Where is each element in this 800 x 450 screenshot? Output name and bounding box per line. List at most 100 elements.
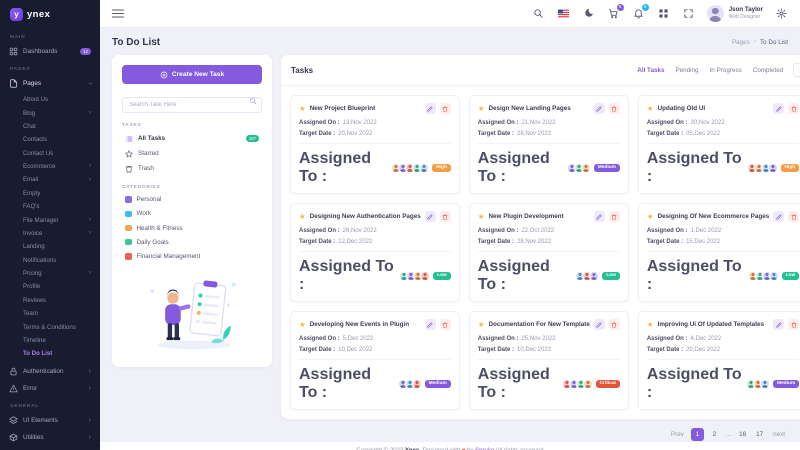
brand-logo[interactable]: y ynex: [0, 0, 100, 28]
star-icon[interactable]: ★: [477, 211, 485, 221]
delete-task-button[interactable]: [608, 211, 620, 222]
star-icon[interactable]: ★: [646, 103, 654, 113]
sidebar-subitem-timeline[interactable]: Timeline: [23, 336, 46, 344]
sidebar-subitem-profile[interactable]: Profile: [23, 283, 41, 291]
star-icon[interactable]: ★: [646, 211, 654, 221]
delete-task-button[interactable]: [608, 319, 620, 330]
apps-grid-button[interactable]: [657, 7, 671, 21]
sidebar-subitem-reviews[interactable]: Reviews: [23, 296, 47, 304]
user-menu[interactable]: Json Taylor Web Designer: [706, 5, 763, 22]
pagination-page-16[interactable]: 16: [739, 431, 747, 438]
sidebar-subitem-ecommerce[interactable]: Ecommerce ›: [23, 162, 91, 171]
spruko-link[interactable]: Spruko: [475, 448, 494, 450]
task-card: ★ New Project Blueprint Assigned On :13,…: [290, 95, 460, 194]
task-title: New Plugin Development: [488, 213, 564, 220]
sidebar-item-authentication[interactable]: Authentication ›: [0, 363, 100, 380]
task-search-input[interactable]: [122, 97, 262, 113]
sidebar-item-ui-elements[interactable]: UI Elements ›: [0, 412, 100, 429]
star-icon[interactable]: ★: [299, 211, 306, 221]
edit-task-button[interactable]: [424, 211, 436, 222]
delete-task-button[interactable]: [608, 103, 620, 114]
sidebar-subitem-invoice[interactable]: Invoice ›: [23, 229, 91, 237]
hamburger-menu-icon[interactable]: [112, 12, 124, 15]
sidebar-subitem-contacts[interactable]: Contacts: [23, 136, 48, 144]
edit-task-button[interactable]: [593, 103, 605, 114]
pagination-ellipsis[interactable]: ...: [725, 431, 732, 438]
delete-task-button[interactable]: [788, 319, 800, 330]
trash-icon: [791, 214, 797, 220]
filter-trash[interactable]: Trash: [122, 161, 262, 176]
settings-button[interactable]: [774, 7, 788, 21]
category-personal[interactable]: Personal: [122, 193, 262, 207]
star-icon[interactable]: ★: [477, 319, 485, 329]
sidebar-subitem-contact-us[interactable]: Contact Us: [23, 149, 54, 157]
tab-in-progress[interactable]: In Progress: [709, 66, 742, 74]
chevron-right-icon: ›: [88, 162, 91, 170]
star-icon[interactable]: ★: [299, 319, 306, 329]
sidebar-subitem-about-us[interactable]: About Us: [23, 96, 49, 104]
apps-grid-icon: [659, 9, 668, 18]
pagination-page-1[interactable]: 1: [690, 428, 704, 441]
tab-pending[interactable]: Pending: [675, 66, 699, 74]
trash-icon: [125, 165, 133, 173]
edit-task-button[interactable]: [424, 319, 436, 330]
target-date-label: Target Date :: [646, 239, 684, 245]
filter-all-tasks[interactable]: All Tasks 187: [122, 131, 262, 146]
category-work[interactable]: Work: [122, 207, 262, 221]
delete-task-button[interactable]: [439, 319, 451, 330]
star-icon[interactable]: ★: [646, 319, 654, 329]
sidebar-subitem-team[interactable]: Team: [23, 310, 38, 318]
breadcrumb-parent[interactable]: Pages: [731, 39, 750, 46]
notifications-button[interactable]: 5: [632, 3, 649, 21]
cart-button[interactable]: 5: [607, 3, 624, 21]
sidebar-subitem-file-manager[interactable]: File Manager ›: [23, 215, 91, 224]
sidebar-subitem-pricing[interactable]: Pricing ›: [23, 269, 91, 278]
delete-task-button[interactable]: [439, 103, 451, 114]
sidebar-subitem-notifications[interactable]: Notifications: [23, 256, 57, 264]
more-options-button[interactable]: ⋮: [793, 63, 800, 77]
tab-completed[interactable]: Completed: [752, 66, 784, 74]
sidebar-item-utilities[interactable]: Utilities ›: [0, 429, 100, 446]
delete-task-button[interactable]: [788, 103, 800, 114]
sidebar-subitem-terms-conditions[interactable]: Terms & Conditions: [23, 323, 76, 331]
pagination-page-2[interactable]: 2: [712, 431, 717, 438]
sidebar-item-dashboards[interactable]: Dashboards 12: [0, 43, 100, 60]
assignee-avatars: [561, 379, 593, 389]
sidebar-subitem-faqs[interactable]: FAQ's: [23, 203, 40, 211]
target-date-value: 12,Dec 2022: [338, 239, 373, 245]
sidebar-item-error[interactable]: Error ›: [0, 380, 100, 397]
tab-all-tasks[interactable]: All Tasks: [637, 66, 665, 74]
language-flag-button[interactable]: [557, 7, 571, 21]
edit-task-button[interactable]: [593, 211, 605, 222]
edit-task-button[interactable]: [773, 103, 785, 114]
header-tools: 5 5 Json Taylor Web Designer: [532, 3, 788, 22]
category-daily-goals[interactable]: Daily Goals: [122, 235, 262, 249]
pagination-next[interactable]: next: [773, 431, 785, 438]
pagination-prev[interactable]: Prev: [670, 431, 684, 438]
priority-badge: Critical: [595, 379, 620, 389]
filter-starred[interactable]: Starred: [122, 146, 262, 161]
theme-toggle-button[interactable]: [582, 7, 596, 21]
category-financial-management[interactable]: Financial Management: [122, 249, 262, 263]
edit-task-button[interactable]: [773, 319, 785, 330]
edit-task-button[interactable]: [424, 103, 436, 114]
edit-task-button[interactable]: [593, 319, 605, 330]
create-new-task-button[interactable]: Create New Task: [122, 65, 262, 84]
sidebar-subitem-chat[interactable]: Chat: [23, 122, 36, 130]
sidebar-subitem-email[interactable]: Email ›: [23, 175, 91, 184]
edit-task-button[interactable]: [773, 211, 785, 222]
category-health-fitness[interactable]: Health & Fitness: [122, 221, 262, 235]
sidebar-item-pages[interactable]: Pages ›: [0, 75, 100, 92]
fullscreen-button[interactable]: [682, 7, 696, 21]
sidebar-subitem-empty[interactable]: Empty: [23, 189, 41, 197]
star-outline-icon: [125, 150, 133, 158]
star-icon[interactable]: ★: [299, 103, 306, 113]
search-button[interactable]: [532, 7, 546, 21]
sidebar-subitem-to-do-list[interactable]: To Do List: [23, 350, 53, 358]
delete-task-button[interactable]: [788, 211, 800, 222]
pagination-page-17[interactable]: 17: [756, 431, 764, 438]
sidebar-subitem-blog[interactable]: Blog ›: [23, 108, 91, 117]
star-icon[interactable]: ★: [477, 103, 485, 113]
delete-task-button[interactable]: [439, 211, 451, 222]
sidebar-subitem-landing[interactable]: Landing: [23, 243, 45, 251]
